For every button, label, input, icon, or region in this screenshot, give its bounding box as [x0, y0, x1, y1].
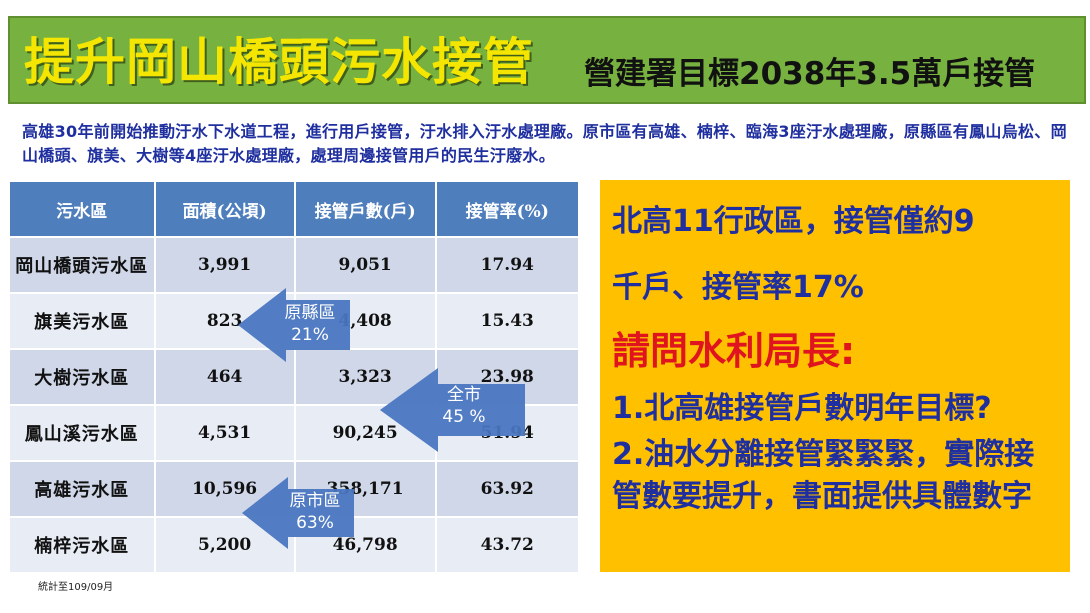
col-header-district: 污水區 [8, 180, 156, 238]
county-arrow-value: 21% [291, 325, 329, 345]
question-item-2: 2.油水分離接管緊緊緊，實際接管數要提升，書面提供具體數字 [612, 437, 1035, 514]
table-row: 岡山橋頭污水區 3,991 9,051 17.94 [8, 236, 581, 294]
sewage-data-table: 污水區 面積(公頃) 接管戶數(戶) 接管率(%) 岡山橋頭污水區 3,991 … [8, 180, 581, 574]
old-city-arrow-value: 63% [296, 513, 334, 533]
county-rate-arrow: 原縣區 21% [238, 288, 350, 362]
city-arrow-label: 全市 [447, 385, 481, 405]
cell-area: 464 [153, 348, 296, 406]
cell-rate: 43.72 [434, 516, 581, 574]
cell-district: 大樹污水區 [8, 348, 156, 406]
col-header-households: 接管戶數(戶) [293, 180, 437, 238]
cell-district: 楠梓污水區 [8, 516, 156, 574]
old-city-arrow-label: 原市區 [289, 491, 341, 511]
question-line-2: 千戶、接管率17% [612, 270, 864, 305]
left-arrow-icon [380, 368, 525, 452]
cell-rate: 63.92 [434, 460, 581, 518]
question-item-1: 1.北高雄接管戶數明年目標? [612, 391, 992, 426]
cell-households: 46,798 [293, 516, 437, 574]
cell-district: 高雄污水區 [8, 460, 156, 518]
left-arrow-icon [242, 477, 354, 549]
cell-district: 鳳山溪污水區 [8, 404, 156, 462]
city-arrow-value: 45 % [442, 407, 486, 427]
cell-rate: 17.94 [434, 236, 581, 294]
statistics-note: 統計至109/09月 [38, 582, 114, 593]
intro-paragraph: 高雄30年前開始推動汙水下水道工程，進行用戶接管，汙水排入汙水處理廠。原市區有高… [22, 122, 1067, 165]
old-city-rate-arrow: 原市區 63% [242, 477, 354, 549]
table-row: 大樹污水區 464 3,323 23.98 [8, 348, 581, 406]
sewage-table: 污水區 面積(公頃) 接管戶數(戶) 接管率(%) 岡山橋頭污水區 3,991 … [8, 180, 581, 574]
cell-district: 岡山橋頭污水區 [8, 236, 156, 294]
cell-households: 90,245 [293, 404, 437, 462]
table-row: 楠梓污水區 5,200 46,798 43.72 [8, 516, 581, 574]
title-banner: 提升岡山橋頭污水接管 營建署目標2038年3.5萬戶接管 [8, 16, 1086, 104]
col-header-area: 面積(公頃) [153, 180, 296, 238]
question-box: 北高11行政區，接管僅約9 千戶、接管率17% 請問水利局長: 1.北高雄接管戶… [600, 180, 1070, 572]
col-header-rate: 接管率(%) [434, 180, 581, 238]
page-subtitle: 營建署目標2038年3.5萬戶接管 [584, 56, 1036, 92]
table-row: 高雄污水區 10,596 358,171 63.92 [8, 460, 581, 518]
cell-area: 3,991 [153, 236, 296, 294]
question-line-1: 北高11行政區，接管僅約9 [612, 204, 975, 239]
cell-area: 10,596 [153, 460, 296, 518]
cell-households: 9,051 [293, 236, 437, 294]
county-arrow-label: 原縣區 [284, 303, 336, 323]
cell-district: 旗美污水區 [8, 292, 156, 350]
cell-area: 4,531 [153, 404, 296, 462]
question-heading: 請問水利局長: [612, 329, 856, 373]
page-title: 提升岡山橋頭污水接管 [24, 33, 534, 91]
city-rate-arrow: 全市 45 % [380, 368, 525, 452]
cell-rate: 15.43 [434, 292, 581, 350]
table-header-row: 污水區 面積(公頃) 接管戶數(戶) 接管率(%) [8, 180, 581, 238]
left-arrow-icon [238, 288, 350, 362]
